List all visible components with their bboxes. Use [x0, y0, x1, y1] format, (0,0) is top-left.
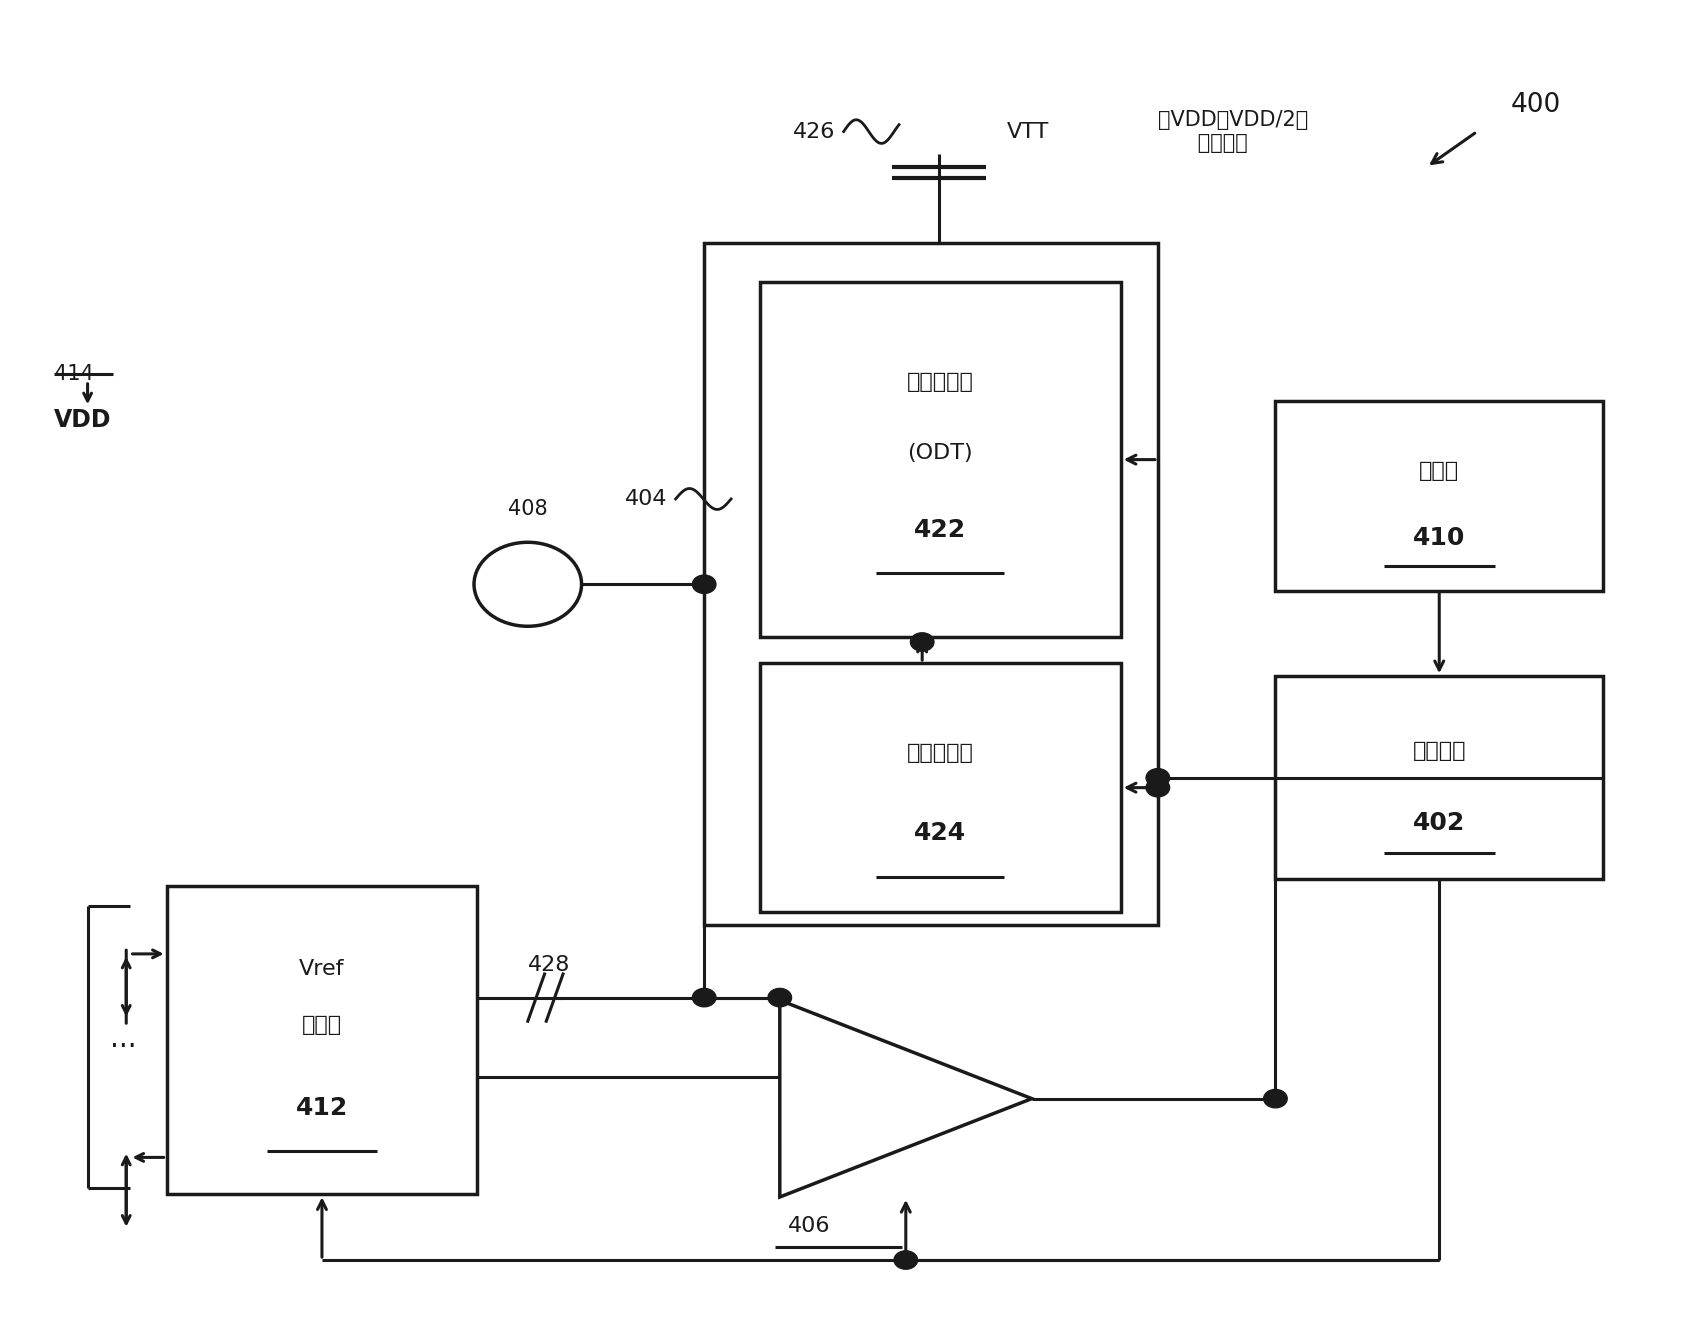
Circle shape [1147, 778, 1169, 797]
Text: （VDD、VDD/2、
      开路等）: （VDD、VDD/2、 开路等） [1157, 110, 1308, 154]
Text: 414: 414 [54, 365, 93, 385]
Bar [759, 663, 1121, 912]
Text: 控制电路: 控制电路 [1413, 741, 1465, 761]
Text: (ODT): (ODT) [908, 443, 972, 463]
Circle shape [693, 988, 717, 1006]
Text: 402: 402 [1413, 810, 1465, 834]
Circle shape [1147, 769, 1169, 788]
Text: 428: 428 [529, 955, 571, 975]
Bar [705, 243, 1157, 926]
Text: 发生器: 发生器 [302, 1014, 342, 1034]
Circle shape [1264, 1090, 1287, 1107]
Text: 424: 424 [915, 821, 966, 845]
Text: 配置源: 配置源 [1420, 461, 1459, 481]
Text: 400: 400 [1511, 93, 1560, 118]
Bar [166, 886, 478, 1195]
Text: 上拉驱动器: 上拉驱动器 [906, 371, 974, 391]
Text: 422: 422 [915, 518, 966, 542]
Text: 412: 412 [296, 1097, 347, 1120]
Text: 404: 404 [625, 489, 667, 509]
Circle shape [910, 633, 933, 651]
Text: 426: 426 [793, 122, 835, 142]
Text: ···: ··· [110, 1033, 137, 1061]
Text: 410: 410 [1413, 525, 1465, 549]
Text: Vref: Vref [300, 959, 344, 980]
Text: 408: 408 [508, 500, 547, 520]
Circle shape [693, 575, 717, 594]
Text: VDD: VDD [54, 408, 112, 432]
Text: 406: 406 [788, 1216, 830, 1236]
Bar [1276, 676, 1603, 879]
Text: 下拉驱动器: 下拉驱动器 [906, 743, 974, 762]
Bar [1276, 400, 1603, 591]
Circle shape [767, 988, 791, 1006]
Circle shape [894, 1250, 918, 1269]
Polygon shape [779, 1000, 1032, 1197]
Bar [759, 282, 1121, 636]
Text: VTT: VTT [1006, 122, 1049, 142]
